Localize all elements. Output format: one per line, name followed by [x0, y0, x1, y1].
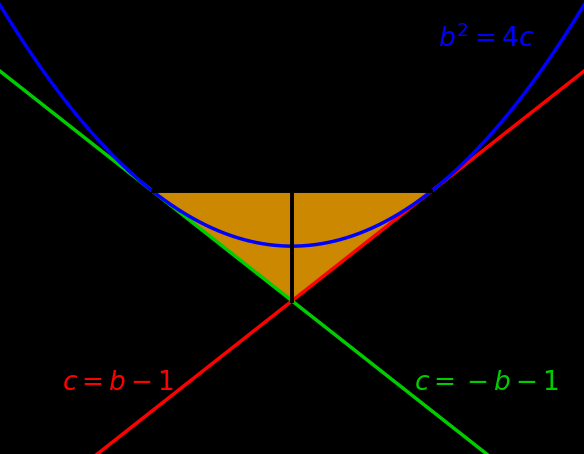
Text: $b^2 = 4c$: $b^2 = 4c$: [439, 24, 535, 53]
Text: $c = -b - 1$: $c = -b - 1$: [414, 370, 559, 396]
Text: $c = b - 1$: $c = b - 1$: [62, 370, 175, 396]
